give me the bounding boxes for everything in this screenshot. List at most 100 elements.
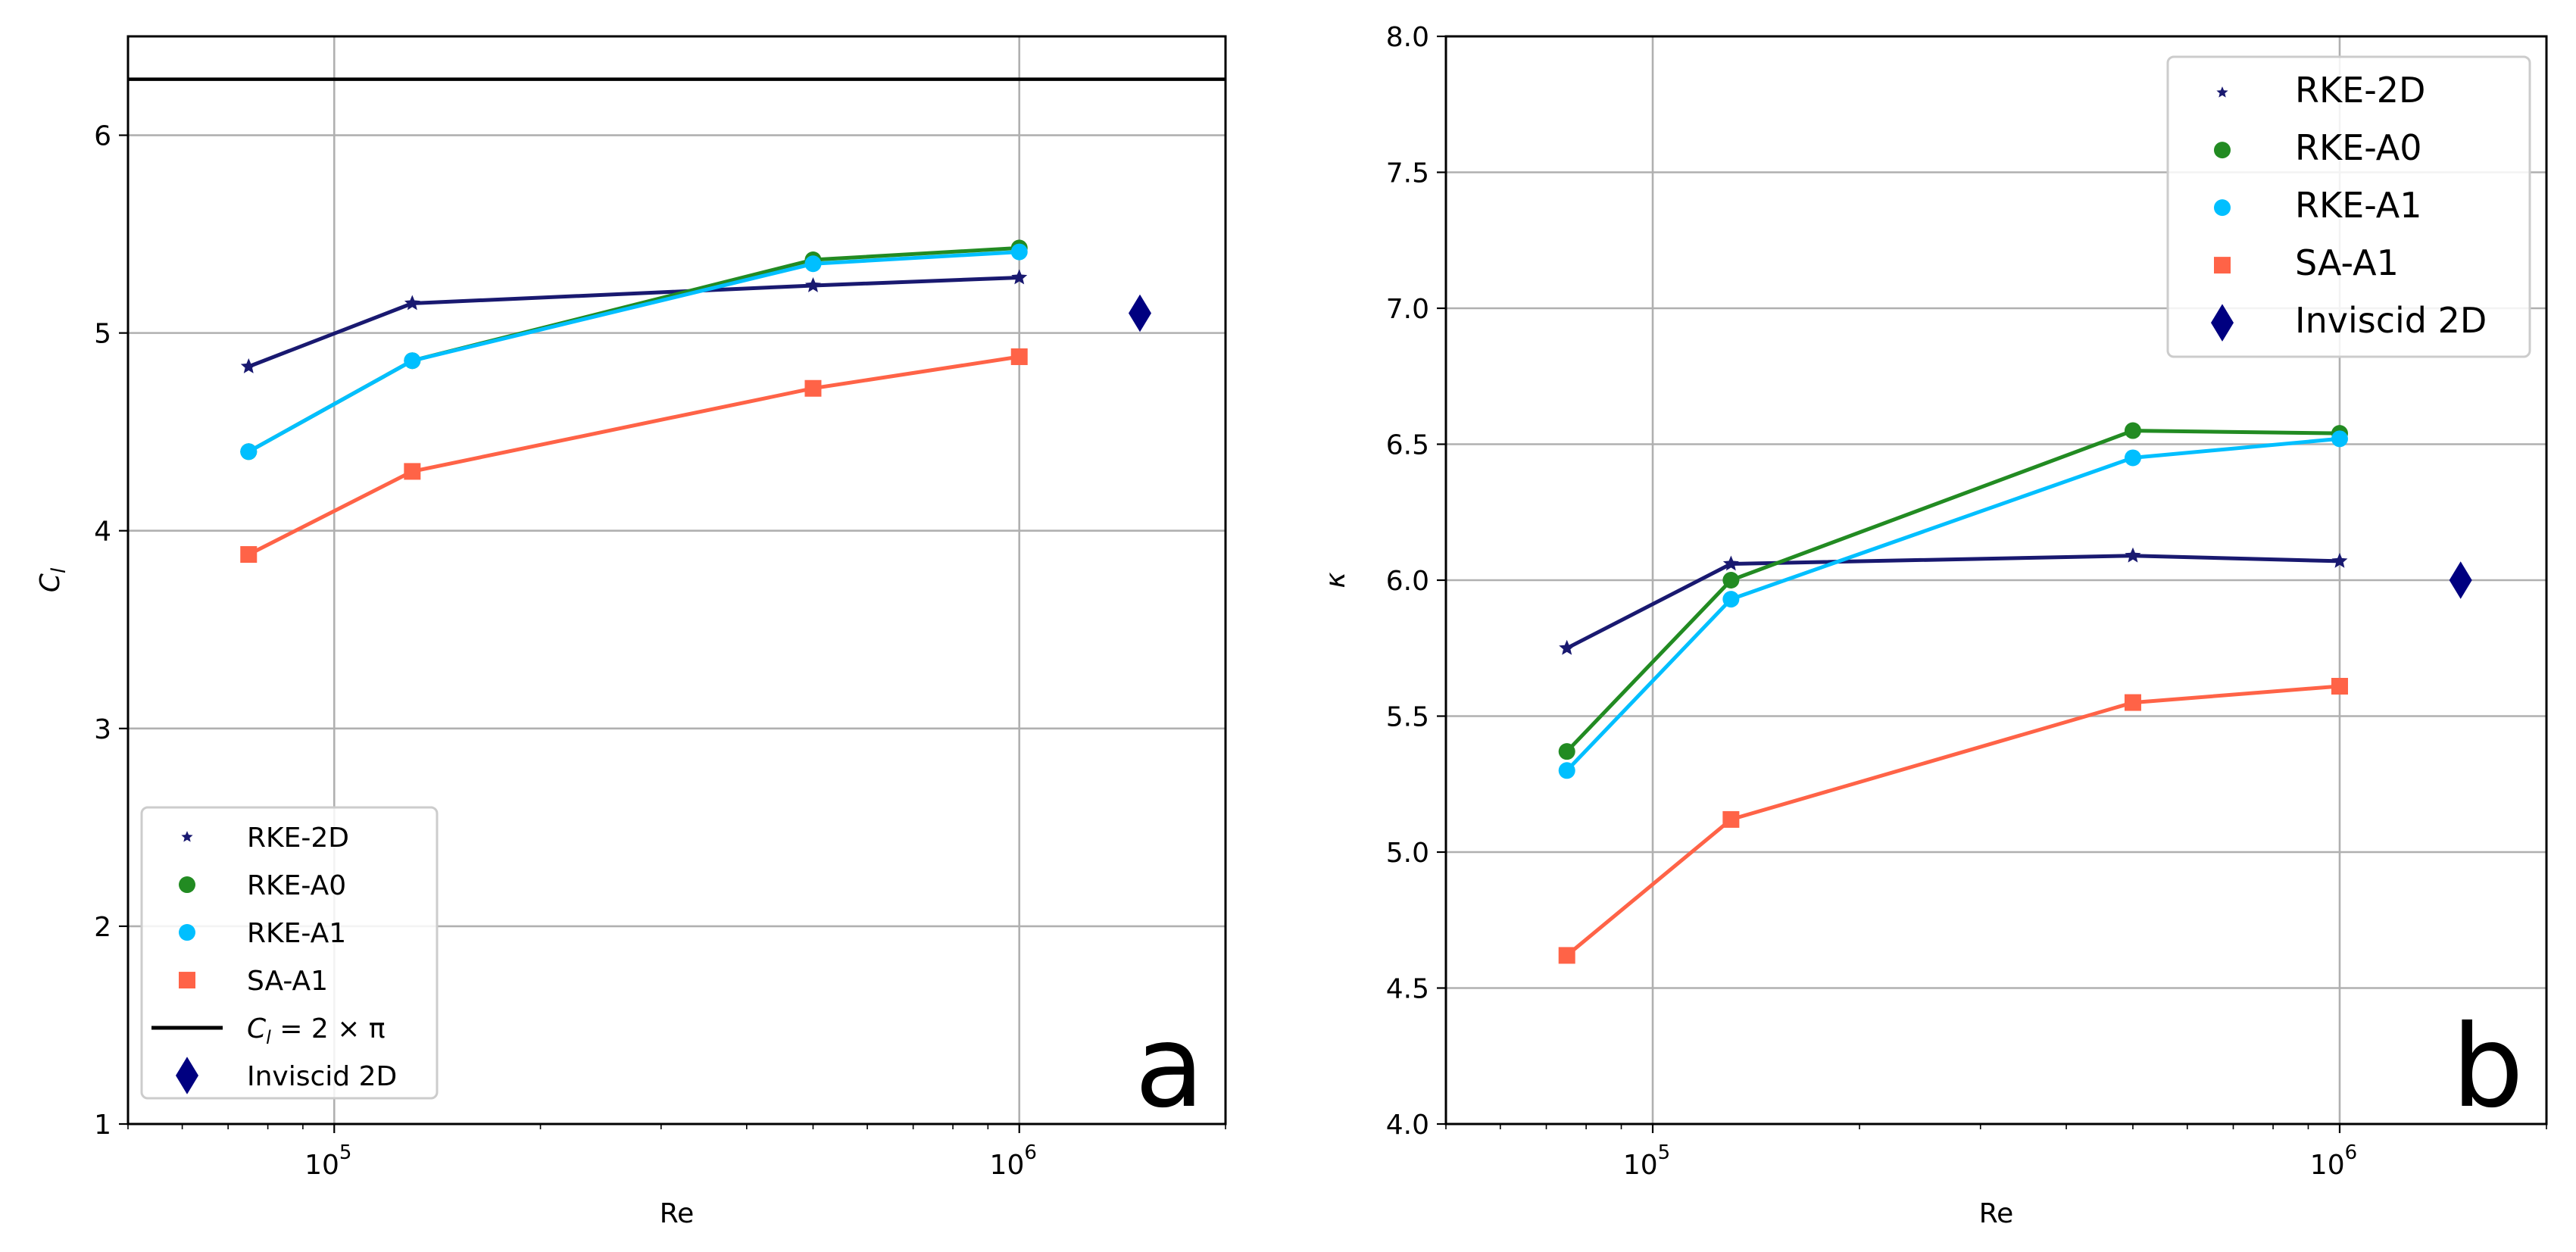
legend-item: RKE-A0	[179, 870, 346, 901]
legend: RKE-2D RKE-A0 RKE-A1 SA-A1 Cl = 2 × π Invisci…	[140, 806, 439, 1100]
legend-label: SA-A1	[2295, 242, 2399, 283]
series-sa-a1	[240, 348, 1028, 564]
axes-frame	[1444, 35, 2548, 1126]
series-line	[248, 245, 1019, 454]
rke-2d-marker-icon	[1722, 555, 1739, 571]
sa-a1-marker-icon	[804, 379, 822, 397]
sa-a1-marker-icon	[1722, 810, 1740, 828]
legend-label: Cl = 2 × π	[247, 1013, 386, 1048]
sa-a1-marker-icon	[1558, 947, 1575, 964]
sa-a1-marker-icon	[404, 463, 421, 480]
legend-item: RKE-2D	[181, 823, 349, 854]
panel-letter: b	[2452, 1001, 2524, 1133]
inviscid-2d-marker-icon	[1128, 294, 1151, 333]
y-axis: 4.0 4.5 5.0 5.5 6.0 6.5 7.0 7.5 8.0	[1386, 22, 2546, 1141]
legend-label: Inviscid 2D	[2295, 300, 2487, 341]
y-tick-label: 7.0	[1386, 294, 1429, 325]
legend-inviscid-2d-marker-icon	[2211, 304, 2234, 342]
legend-item: Inviscid 2D	[176, 1057, 397, 1094]
rke-a1-marker-icon	[1010, 243, 1028, 261]
y-tick-label: 4.5	[1386, 974, 1429, 1005]
point-inviscid-2d	[1128, 294, 1151, 333]
y-tick-label: 2	[94, 912, 111, 943]
legend-item: SA-A1	[179, 966, 328, 997]
y-tick-label: 5.0	[1386, 838, 1429, 869]
series-line	[248, 354, 1020, 557]
x-axis-label: Re	[660, 1198, 695, 1229]
series-rke-a1	[1558, 430, 2348, 779]
legend-item: SA-A1	[2214, 242, 2399, 283]
sa-a1-marker-icon	[2124, 694, 2141, 711]
rke-2d-marker-icon	[404, 295, 420, 311]
sa-a1-marker-icon	[2331, 678, 2348, 695]
x-tick-label: 106	[2310, 1141, 2357, 1181]
legend-label: RKE-A0	[2295, 127, 2422, 168]
panel-b-k-vs-re: 4.0 4.5 5.0 5.5 6.0 6.5 7.0 7.5 8.0 105 106 Re κ RKE-…	[1320, 22, 2548, 1229]
rke-a1-marker-icon	[2331, 430, 2348, 448]
series-line	[248, 250, 1019, 454]
rke-2d-marker-icon	[2331, 552, 2348, 568]
legend-inviscid-2d-marker-icon	[176, 1057, 198, 1094]
y-tick-label: 4	[94, 517, 111, 548]
series-rke-2d	[1559, 547, 2348, 655]
y-tick-label: 6	[94, 121, 111, 152]
legend-label: RKE-A1	[247, 918, 346, 949]
legend-item: RKE-A1	[179, 918, 346, 949]
rke-2d-marker-icon	[1559, 639, 1575, 655]
rke-a0-marker-icon	[1722, 572, 1740, 589]
y-axis-label: Cl	[35, 567, 70, 592]
sa-a1-marker-icon	[1010, 348, 1028, 365]
x-axis-label: Re	[1979, 1198, 2014, 1229]
rke-a1-marker-icon	[804, 255, 822, 273]
legend-item: Cl = 2 × π	[151, 1013, 386, 1048]
series-rke-a1	[240, 243, 1028, 461]
series-line	[1566, 684, 2340, 957]
legend-box	[2166, 55, 2531, 358]
legend-item: RKE-2D	[2216, 70, 2425, 111]
series-line	[1566, 554, 2340, 651]
legend: RKE-2D RKE-A0 RKE-A1 SA-A1 Inviscid 2D	[2166, 55, 2531, 358]
series-sa-a1	[1558, 678, 2348, 964]
y-tick-label: 6.0	[1386, 566, 1429, 597]
rke-2d-marker-icon	[805, 277, 821, 292]
legend-rke-a1-marker-icon	[2214, 199, 2231, 217]
legend-rke-a0-marker-icon	[179, 876, 195, 894]
y-tick-label: 5	[94, 319, 111, 350]
legend-rke-2d-marker-icon	[181, 831, 193, 842]
y-tick-label: 7.5	[1386, 158, 1429, 189]
y-tick-label: 3	[94, 714, 111, 745]
legend-label: RKE-2D	[247, 823, 349, 854]
rke-a1-marker-icon	[2124, 449, 2141, 467]
sa-a1-marker-icon	[240, 546, 258, 564]
rke-2d-marker-icon	[1011, 269, 1028, 285]
y-tick-label: 1	[94, 1110, 111, 1141]
rke-a1-marker-icon	[240, 443, 258, 461]
legend-box	[140, 806, 439, 1100]
y-tick-label: 8.0	[1386, 22, 1429, 53]
legend-item: RKE-A0	[2214, 127, 2422, 168]
rke-a1-marker-icon	[1722, 591, 1740, 608]
legend-rke-2d-marker-icon	[2216, 86, 2228, 98]
legend-rke-a1-marker-icon	[179, 924, 195, 941]
y-tick-label: 6.5	[1386, 430, 1429, 461]
axes-frame	[126, 35, 1227, 1126]
legend-rke-a0-marker-icon	[2214, 142, 2231, 159]
x-tick-label: 105	[1623, 1141, 1670, 1181]
point-inviscid-2d	[2449, 561, 2472, 599]
legend-item: Inviscid 2D	[2211, 300, 2487, 342]
rke-a1-marker-icon	[1558, 762, 1575, 779]
y-axis-label: κ	[1320, 572, 1351, 589]
legend-sa-a1-marker-icon	[179, 972, 195, 989]
y-tick-label: 5.5	[1386, 702, 1429, 733]
legend-label: RKE-2D	[2295, 70, 2425, 111]
legend-sa-a1-marker-icon	[2214, 257, 2231, 274]
rke-2d-marker-icon	[240, 358, 257, 373]
inviscid-2d-marker-icon	[2449, 561, 2472, 599]
rke-a1-marker-icon	[404, 352, 421, 370]
legend-label: SA-A1	[247, 966, 328, 997]
legend-item: RKE-A1	[2214, 185, 2422, 226]
y-axis: 1 2 3 4 5 6	[94, 121, 1226, 1141]
rke-2d-marker-icon	[2125, 547, 2141, 563]
y-tick-label: 4.0	[1386, 1110, 1429, 1141]
